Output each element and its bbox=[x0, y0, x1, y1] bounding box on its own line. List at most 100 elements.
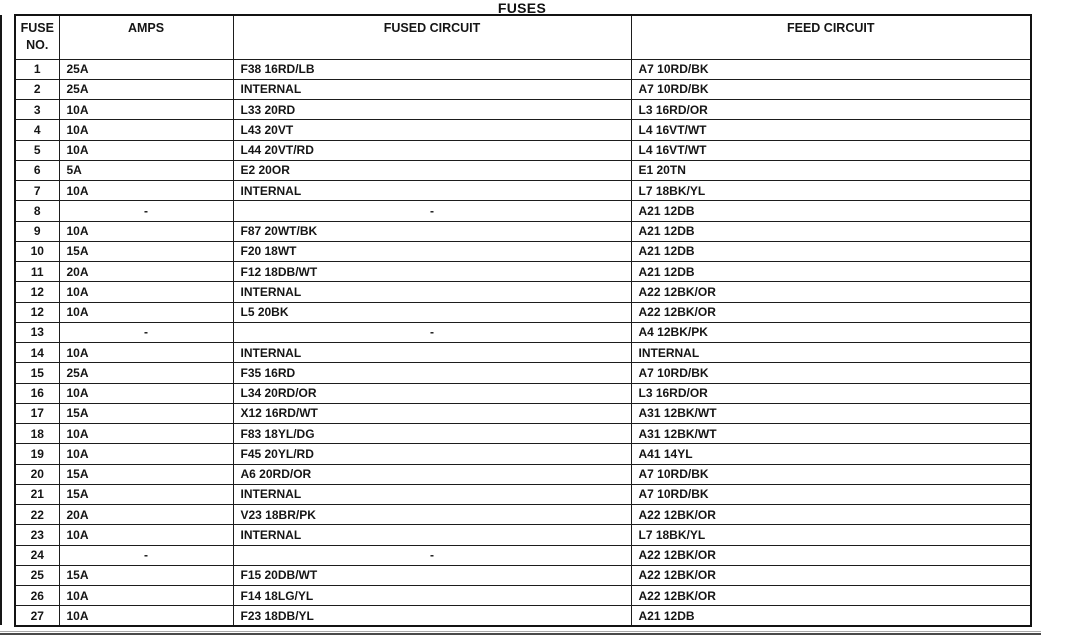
table-row: 22 20A V23 18BR/PK A22 12BK/OR bbox=[14, 503, 1032, 526]
cell-feed: A22 12BK/OR bbox=[630, 503, 1032, 526]
cell-fused: L44 20VT/RD bbox=[232, 139, 632, 161]
cell-fused: INTERNAL bbox=[232, 524, 632, 546]
cell-fused: L43 20VT bbox=[232, 119, 632, 141]
cell-amps: 10A bbox=[58, 584, 234, 607]
cell-no: 26 bbox=[14, 584, 60, 607]
cell-no: 27 bbox=[14, 605, 60, 627]
page-edge-line bbox=[0, 15, 2, 625]
table-row: 13- - A4 12BK/PK bbox=[14, 321, 1032, 344]
cell-amps: 10A bbox=[58, 281, 234, 303]
cell-fused: A6 20RD/OR bbox=[232, 463, 632, 485]
cell-amps: 10A bbox=[58, 524, 234, 546]
cell-amps: 10A bbox=[58, 119, 234, 141]
cell-no: 6 bbox=[14, 159, 60, 182]
cell-fused: V23 18BR/PK bbox=[232, 503, 632, 526]
table-row: 19 10A F45 20YL/RD A41 14YL bbox=[14, 443, 1032, 465]
cell-fused: X12 16RD/WT bbox=[232, 402, 632, 425]
cell-fused: F45 20YL/RD bbox=[232, 443, 632, 465]
cell-no: 17 bbox=[14, 402, 60, 425]
cell-no: 19 bbox=[14, 443, 60, 465]
cell-fused: F87 20WT/BK bbox=[232, 220, 632, 242]
cell-feed: A7 10RD/BK bbox=[630, 58, 1032, 80]
cell-amps: 10A bbox=[58, 341, 234, 364]
cell-amps: 5A bbox=[58, 159, 234, 182]
cell-fused: INTERNAL bbox=[232, 78, 632, 101]
cell-feed: A31 12BK/WT bbox=[630, 402, 1032, 425]
cell-no: 5 bbox=[14, 139, 60, 161]
cell-no: 25 bbox=[14, 564, 60, 587]
cell-feed: L3 16RD/OR bbox=[630, 382, 1032, 404]
cell-no: 20 bbox=[14, 463, 60, 485]
cell-no: 18 bbox=[14, 422, 60, 445]
cell-amps: 15A bbox=[58, 402, 234, 425]
cell-fused: F23 18DB/YL bbox=[232, 605, 632, 627]
cell-feed: A41 14YL bbox=[630, 443, 1032, 465]
cell-feed: A22 12BK/OR bbox=[630, 564, 1032, 587]
header-fuse-no: FUSE NO. bbox=[14, 14, 60, 60]
table-row: 5 10A L44 20VT/RD L4 16VT/WT bbox=[14, 139, 1032, 161]
cell-feed: L4 16VT/WT bbox=[630, 139, 1032, 161]
cell-feed: A4 12BK/PK bbox=[630, 321, 1032, 344]
table-row: 12 10A L5 20BK A22 12BK/OR bbox=[14, 301, 1032, 323]
cell-fused: INTERNAL bbox=[232, 341, 632, 364]
cell-amps: 10A bbox=[58, 98, 234, 121]
cell-feed: A7 10RD/BK bbox=[630, 463, 1032, 485]
cell-fused: - bbox=[232, 200, 632, 222]
cell-feed: L7 18BK/YL bbox=[630, 179, 1032, 202]
cell-feed: A21 12DB bbox=[630, 220, 1032, 242]
cell-no: 15 bbox=[14, 362, 60, 384]
cell-fused: INTERNAL bbox=[232, 179, 632, 202]
table-row: 1 25A F38 16RD/LB A7 10RD/BK bbox=[14, 58, 1032, 80]
cell-feed: A22 12BK/OR bbox=[630, 301, 1032, 323]
cell-no: 14 bbox=[14, 341, 60, 364]
cell-feed: A22 12BK/OR bbox=[630, 544, 1032, 566]
cell-feed: E1 20TN bbox=[630, 159, 1032, 182]
cell-no: 12 bbox=[14, 281, 60, 303]
cell-no: 1 bbox=[14, 58, 60, 80]
cell-no: 21 bbox=[14, 483, 60, 506]
cell-fused: E2 20OR bbox=[232, 159, 632, 182]
cell-fused: INTERNAL bbox=[232, 281, 632, 303]
table-row: 3 10A L33 20RD L3 16RD/OR bbox=[14, 98, 1032, 121]
table-row: 7 10A INTERNAL L7 18BK/YL bbox=[14, 179, 1032, 202]
table-row: 25 15A F15 20DB/WT A22 12BK/OR bbox=[14, 564, 1032, 587]
cell-feed: A22 12BK/OR bbox=[630, 584, 1032, 607]
page-title: FUSES bbox=[497, 0, 547, 16]
cell-no: 9 bbox=[14, 220, 60, 242]
cell-no: 22 bbox=[14, 503, 60, 526]
cell-amps: 20A bbox=[58, 260, 234, 283]
table-row: 6 5A E2 20OR E1 20TN bbox=[14, 159, 1032, 182]
cell-amps: - bbox=[58, 544, 234, 566]
table-row: 11 20A F12 18DB/WT A21 12DB bbox=[14, 260, 1032, 283]
fuse-table-body: 1 25A F38 16RD/LB A7 10RD/BK 2 25A INTERNAL A7 … bbox=[14, 58, 1032, 627]
table-row: 9 10A F87 20WT/BK A21 12DB bbox=[14, 220, 1032, 242]
cell-fused: L5 20BK bbox=[232, 301, 632, 323]
cell-no: 3 bbox=[14, 98, 60, 121]
cell-no: 7 bbox=[14, 179, 60, 202]
cell-no: 2 bbox=[14, 78, 60, 101]
cell-feed: A7 10RD/BK bbox=[630, 78, 1032, 101]
bottom-rule bbox=[0, 631, 1041, 635]
cell-amps: 15A bbox=[58, 483, 234, 506]
cell-no: 8 bbox=[14, 200, 60, 222]
cell-amps: 25A bbox=[58, 58, 234, 80]
cell-feed: L4 16VT/WT bbox=[630, 119, 1032, 141]
table-row: 14 10A INTERNAL INTERNAL bbox=[14, 341, 1032, 364]
cell-fused: F14 18LG/YL bbox=[232, 584, 632, 607]
cell-amps: 25A bbox=[58, 362, 234, 384]
cell-no: 13 bbox=[14, 321, 60, 344]
cell-amps: 10A bbox=[58, 301, 234, 323]
cell-no: 24 bbox=[14, 544, 60, 566]
cell-fused: F83 18YL/DG bbox=[232, 422, 632, 445]
cell-feed: A22 12BK/OR bbox=[630, 281, 1032, 303]
cell-fused: F15 20DB/WT bbox=[232, 564, 632, 587]
table-row: 26 10A F14 18LG/YL A22 12BK/OR bbox=[14, 584, 1032, 607]
cell-fused: F12 18DB/WT bbox=[232, 260, 632, 283]
table-row: 4 10A L43 20VT L4 16VT/WT bbox=[14, 119, 1032, 141]
cell-amps: 15A bbox=[58, 463, 234, 485]
cell-fused: F38 16RD/LB bbox=[232, 58, 632, 80]
table-row: 12 10A INTERNAL A22 12BK/OR bbox=[14, 281, 1032, 303]
header-fused-circuit: FUSED CIRCUIT bbox=[232, 14, 632, 60]
cell-amps: - bbox=[58, 321, 234, 344]
table-row: 27 10A F23 18DB/YL A21 12DB bbox=[14, 605, 1032, 627]
